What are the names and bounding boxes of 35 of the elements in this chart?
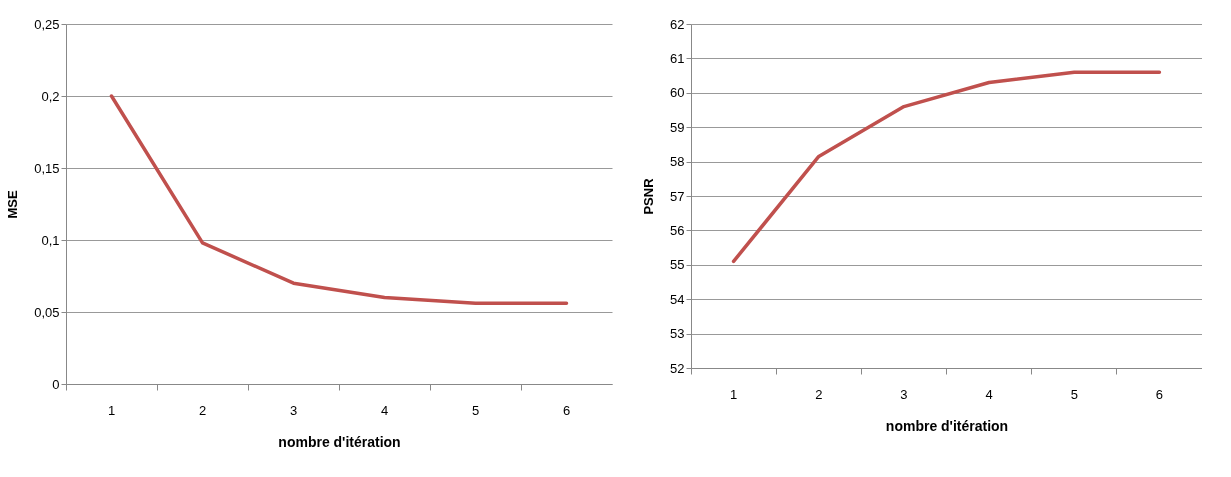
x-axis-title: nombre d'itération — [278, 433, 401, 450]
x-tick-label: 3 — [900, 386, 908, 402]
x-tick-label: 4 — [380, 402, 389, 418]
y-tick-label: 53 — [670, 326, 685, 342]
x-tick-label: 2 — [198, 402, 207, 418]
line-series — [109, 94, 569, 306]
x-tick-label: 6 — [562, 402, 571, 418]
x-tick-label: 5 — [471, 402, 480, 418]
y-tick-label: 59 — [670, 119, 685, 135]
y-tick-label: 54 — [670, 291, 685, 307]
y-tick-label: 62 — [670, 16, 685, 32]
y-tick-label: 0,15 — [34, 160, 60, 176]
x-tick-label: 5 — [1070, 386, 1078, 402]
line-series — [731, 70, 1162, 264]
y-tick-label: 0 — [52, 376, 60, 392]
y-tick-label: 58 — [670, 154, 685, 170]
y-tick-label: 57 — [670, 188, 685, 204]
y-tick-label: 0,1 — [41, 232, 60, 248]
y-tick-label: 56 — [670, 222, 685, 238]
y-axis-title: MSE — [5, 190, 21, 219]
y-tick-label: 60 — [670, 85, 685, 101]
y-tick-label: 55 — [670, 257, 685, 273]
x-tick-label: 1 — [107, 402, 116, 418]
x-tick-label: 1 — [729, 386, 738, 402]
y-axis-title: PSNR — [641, 177, 657, 215]
y-tick-label: 0,2 — [41, 88, 60, 104]
x-axis-title: nombre d'itération — [885, 417, 1009, 434]
y-tick-label: 0,05 — [34, 304, 60, 320]
y-tick-label: 0,25 — [34, 16, 60, 32]
y-tick-label: 52 — [670, 360, 685, 376]
x-tick-label: 2 — [815, 386, 823, 402]
x-tick-label: 4 — [985, 386, 993, 402]
x-tick-label: 3 — [289, 402, 298, 418]
x-tick-label: 6 — [1155, 386, 1164, 402]
y-tick-label: 61 — [670, 50, 685, 66]
